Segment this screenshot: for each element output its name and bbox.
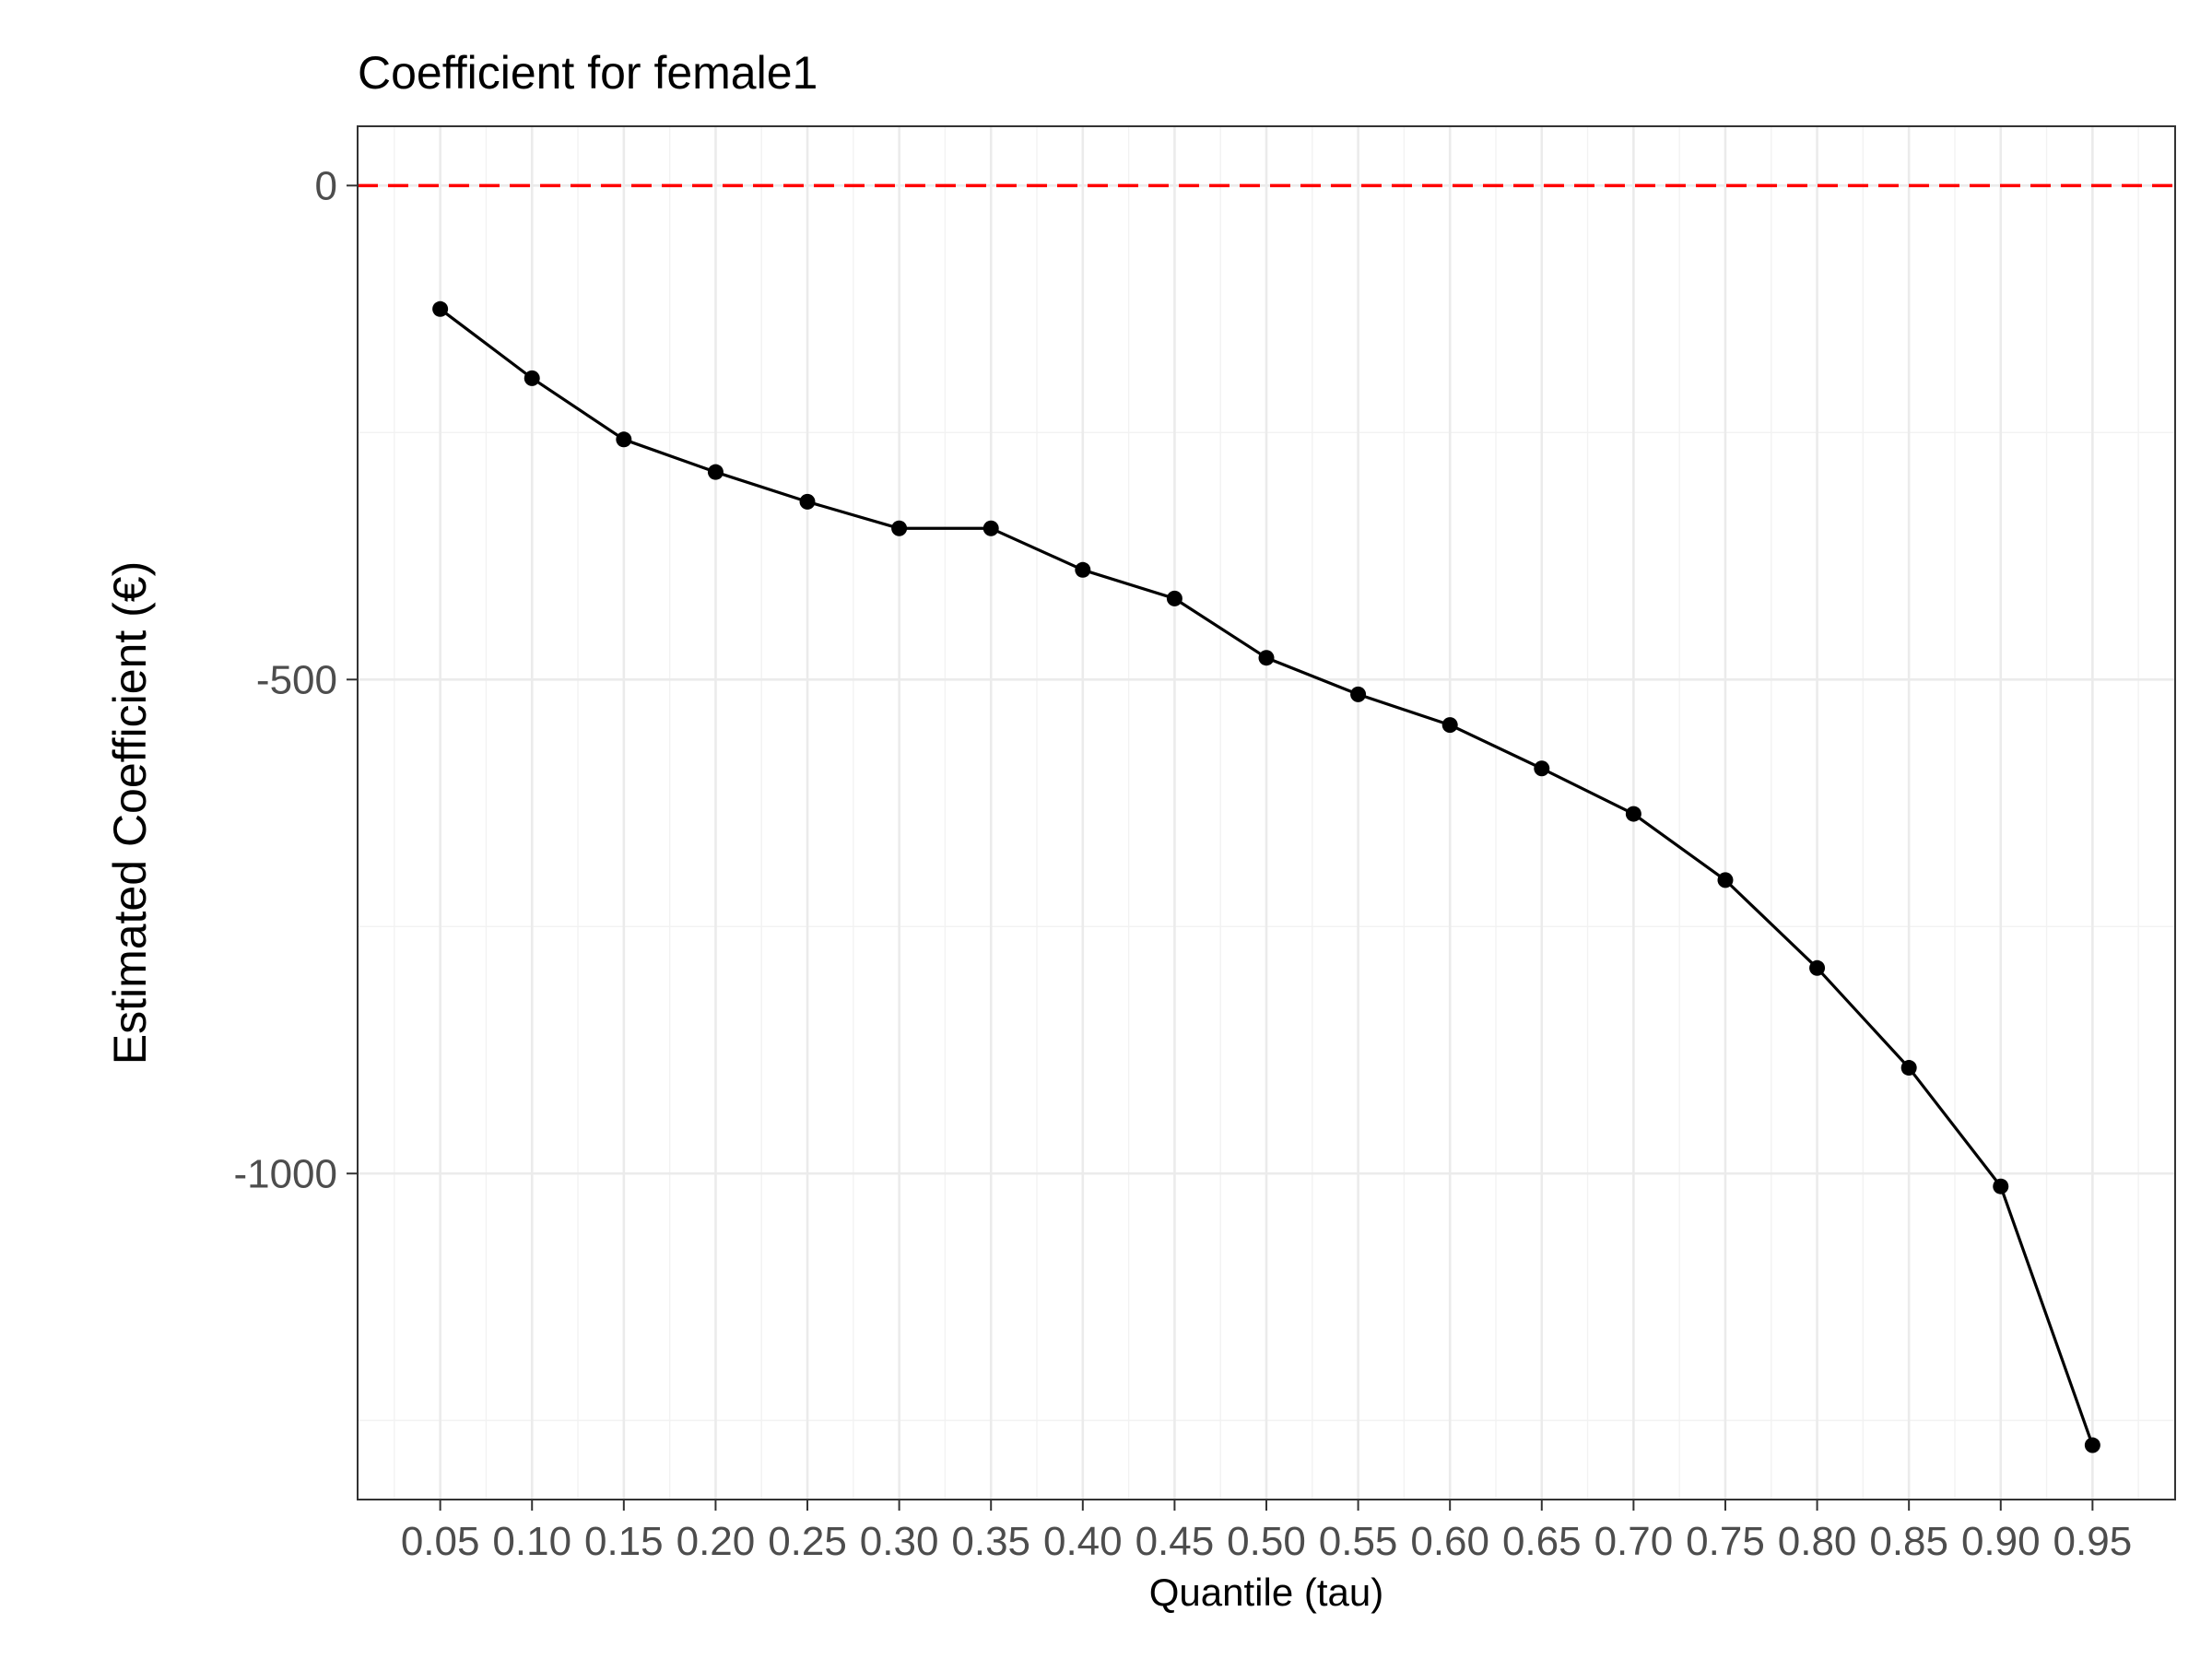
data-point [1534, 760, 1550, 777]
y-tick-label: 0 [315, 163, 337, 208]
data-point [1166, 590, 1182, 606]
x-tick-label: 0.95 [2053, 1519, 2133, 1564]
data-point [1625, 806, 1641, 822]
x-tick-label: 0.55 [1319, 1519, 1398, 1564]
data-point [616, 431, 632, 448]
x-tick-label: 0.15 [584, 1519, 664, 1564]
data-point [1900, 1060, 1917, 1077]
x-tick-label: 0.90 [1961, 1519, 2041, 1564]
x-tick-label: 0.05 [401, 1519, 480, 1564]
major-gridlines [358, 126, 2175, 1500]
x-tick-label: 0.25 [768, 1519, 847, 1564]
x-tick-label: 0.70 [1594, 1519, 1674, 1564]
series-group [432, 300, 2100, 1453]
data-point [982, 520, 999, 536]
data-point [1993, 1178, 2009, 1194]
data-point [1809, 959, 1826, 976]
data-point [1441, 717, 1458, 734]
data-point [1717, 872, 1734, 888]
data-point [2084, 1437, 2100, 1453]
x-axis-title: Quantile (tau) [1149, 1571, 1383, 1614]
chart-title: Coefficient for female1 [358, 47, 818, 99]
y-axis-title: Estimated Coefficient (€) [104, 561, 156, 1065]
x-tick-label: 0.10 [492, 1519, 571, 1564]
x-axis-ticks: 0.05 0.10 0.15 0.20 0.25 0.30 0.35 0.40 0.45 0.50… [401, 1500, 2132, 1564]
x-tick-label: 0.75 [1686, 1519, 1765, 1564]
y-axis-ticks: 0 -500 -1000 [233, 163, 358, 1196]
data-point [799, 493, 816, 510]
y-tick-label: -500 [256, 657, 337, 702]
data-point [891, 520, 908, 536]
x-tick-label: 0.30 [860, 1519, 939, 1564]
data-point [524, 370, 540, 386]
data-point [1258, 650, 1275, 666]
data-point [707, 464, 724, 480]
x-tick-label: 0.65 [1502, 1519, 1582, 1564]
x-tick-label: 0.50 [1227, 1519, 1306, 1564]
data-point [1075, 561, 1091, 578]
minor-gridlines [358, 126, 2175, 1500]
y-tick-label: -1000 [233, 1151, 337, 1196]
x-tick-label: 0.85 [1869, 1519, 1948, 1564]
x-tick-label: 0.45 [1135, 1519, 1215, 1564]
x-tick-label: 0.20 [677, 1519, 756, 1564]
x-tick-label: 0.35 [951, 1519, 1030, 1564]
x-tick-label: 0.80 [1778, 1519, 1857, 1564]
data-point [1350, 686, 1367, 702]
x-tick-label: 0.60 [1410, 1519, 1489, 1564]
data-point [432, 300, 449, 317]
x-tick-label: 0.40 [1043, 1519, 1123, 1564]
